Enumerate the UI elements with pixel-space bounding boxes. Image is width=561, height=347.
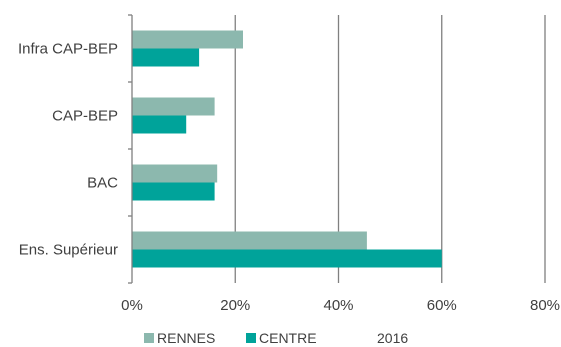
- x-tick-label-0: 0%: [121, 297, 143, 314]
- category-labels: Infra CAP-BEP CAP-BEP BAC Ens. Supérieur: [18, 41, 118, 259]
- x-tick-label-40: 40%: [323, 297, 353, 314]
- bar-rennes-infra-cap-bep: [132, 30, 243, 49]
- bar-centre-bac: [132, 182, 215, 201]
- bar-rennes-ens-superieur: [132, 231, 367, 250]
- category-label-ens-superieur: Ens. Supérieur: [19, 242, 118, 259]
- bars: [132, 30, 442, 268]
- legend: RENNES CENTRE 2016: [144, 330, 408, 346]
- category-label-cap-bep: CAP-BEP: [52, 108, 118, 125]
- x-tick-label-60: 60%: [427, 297, 457, 314]
- category-label-bac: BAC: [87, 175, 118, 192]
- category-label-infra-cap-bep: Infra CAP-BEP: [18, 41, 118, 58]
- bar-centre-infra-cap-bep: [132, 48, 200, 67]
- legend-label-centre: CENTRE: [259, 330, 317, 346]
- bar-rennes-cap-bep: [132, 97, 215, 116]
- legend-label-rennes: RENNES: [157, 330, 215, 346]
- bar-rennes-bac: [132, 164, 218, 183]
- legend-swatch-centre: [246, 333, 256, 343]
- legend-swatch-rennes: [144, 333, 154, 343]
- bar-centre-cap-bep: [132, 115, 187, 134]
- x-tick-label-20: 20%: [220, 297, 250, 314]
- legend-year: 2016: [377, 330, 408, 346]
- y-axis: [128, 14, 133, 284]
- x-tick-labels: 0% 20% 40% 60% 80%: [121, 297, 560, 314]
- bar-centre-ens-superieur: [132, 249, 442, 268]
- x-tick-label-80: 80%: [530, 297, 560, 314]
